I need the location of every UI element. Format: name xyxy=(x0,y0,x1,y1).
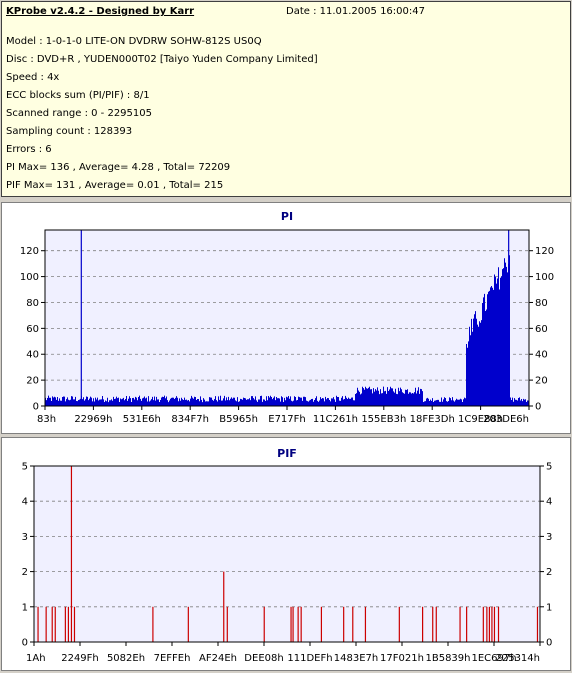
disc-line: Disc : DVD+R , YUDEN000T02 [Taiyo Yuden … xyxy=(6,54,318,65)
x-tick-label: 1EC697h xyxy=(471,653,516,664)
x-tick-label: 11C261h xyxy=(313,414,358,425)
y-tick-label-right: 100 xyxy=(535,272,554,283)
y-tick-label-right: 20 xyxy=(535,376,548,387)
x-tick-label: AF24Eh xyxy=(199,653,237,664)
y-tick-label-left: 20 xyxy=(26,376,39,387)
x-tick-label: 111DEFh xyxy=(287,653,332,664)
pi-chart: PI 0 0 20 20 40 40 60 60 80 80 100 100 120 120 83h 22969… xyxy=(20,210,554,425)
plot-area xyxy=(45,230,529,406)
y-tick-label-left: 0 xyxy=(33,402,39,413)
y-tick-label-left: 60 xyxy=(26,324,39,335)
x-tick-label: 531E6h xyxy=(123,414,161,425)
sampling-line: Sampling count : 128393 xyxy=(6,126,133,137)
y-tick-label-left: 100 xyxy=(20,272,39,283)
y-tick-label-left: 120 xyxy=(20,246,39,257)
y-tick-label-right: 60 xyxy=(535,324,548,335)
errors-line: Errors : 6 xyxy=(6,144,52,155)
x-tick-label: E717Fh xyxy=(268,414,306,425)
y-tick-label-left: 4 xyxy=(22,497,28,508)
speed-line: Speed : 4x xyxy=(6,72,60,83)
x-tick-label: 1C9E88h xyxy=(458,414,503,425)
ecc-line: ECC blocks sum (PI/PIF) : 8/1 xyxy=(6,90,150,101)
app-title: KProbe v2.4.2 - Designed by Karr xyxy=(6,6,195,17)
x-tick-label: 18FE3Dh xyxy=(410,414,455,425)
y-tick-label-left: 3 xyxy=(22,532,28,543)
x-tick-label: 155EB3h xyxy=(361,414,406,425)
y-tick-label-right: 2 xyxy=(546,567,552,578)
x-tick-label: 834F7h xyxy=(171,414,209,425)
x-tick-label: B5965h xyxy=(219,414,258,425)
series-marks xyxy=(45,230,529,406)
x-tick-label: 1B5839h xyxy=(425,653,470,664)
pif-chart-panel: PIF 0 0 1 1 2 2 3 3 4 4 5 5 1Ah 2249Fh 5082Eh 7EFFEh AF24… xyxy=(1,437,571,671)
y-tick-label-right: 0 xyxy=(546,638,552,649)
chart-title: PI xyxy=(281,210,293,223)
info-panel: KProbe v2.4.2 - Designed by Karr Date : … xyxy=(1,1,571,197)
y-tick-label-right: 0 xyxy=(535,402,541,413)
y-tick-label-right: 1 xyxy=(546,602,552,613)
chart-title: PIF xyxy=(277,447,297,460)
y-tick-label-right: 40 xyxy=(535,350,548,361)
model-line: Model : 1-0-1-0 LITE-ON DVDRW SOHW-812S … xyxy=(6,36,262,47)
y-tick-label-left: 80 xyxy=(26,298,39,309)
range-line: Scanned range : 0 - 2295105 xyxy=(6,108,152,119)
x-tick-label: 225314h xyxy=(495,653,540,664)
pi-stats-line: PI Max= 136 , Average= 4.28 , Total= 722… xyxy=(6,162,231,173)
pif-chart: PIF 0 0 1 1 2 2 3 3 4 4 5 5 1Ah 2249Fh 5082Eh 7EFFEh AF24… xyxy=(22,447,553,664)
y-tick-label-left: 40 xyxy=(26,350,39,361)
y-tick-label-right: 3 xyxy=(546,532,552,543)
x-tick-label: 1Ah xyxy=(26,653,46,664)
pi-chart-panel: PI 0 0 20 20 40 40 60 60 80 80 100 100 120 120 83h 22969… xyxy=(1,202,571,434)
x-tick-label: 1483E7h xyxy=(334,653,378,664)
y-tick-label-left: 1 xyxy=(22,602,28,613)
y-tick-label-left: 2 xyxy=(22,567,28,578)
y-tick-label-right: 4 xyxy=(546,497,552,508)
y-tick-label-left: 0 xyxy=(22,638,28,649)
plot-frame xyxy=(33,465,541,643)
y-tick-label-right: 80 xyxy=(535,298,548,309)
x-tick-label: 22969h xyxy=(74,414,112,425)
y-tick-label-right: 120 xyxy=(535,246,554,257)
scan-date: Date : 11.01.2005 16:00:47 xyxy=(286,6,425,17)
x-tick-label: 5082Eh xyxy=(107,653,145,664)
x-tick-label: 83h xyxy=(37,414,56,425)
series-marks xyxy=(37,466,539,642)
x-tick-label: 7EFFEh xyxy=(154,653,191,664)
x-tick-label: 17F021h xyxy=(380,653,424,664)
x-tick-label: DEE08h xyxy=(244,653,283,664)
pif-stats-line: PIF Max= 131 , Average= 0.01 , Total= 21… xyxy=(6,180,224,191)
y-tick-label-left: 5 xyxy=(22,462,28,473)
x-tick-label: 2249Fh xyxy=(61,653,99,664)
x-tick-label: 203DE6h xyxy=(483,414,529,425)
plot-area xyxy=(34,466,540,642)
y-tick-label-right: 5 xyxy=(546,462,552,473)
